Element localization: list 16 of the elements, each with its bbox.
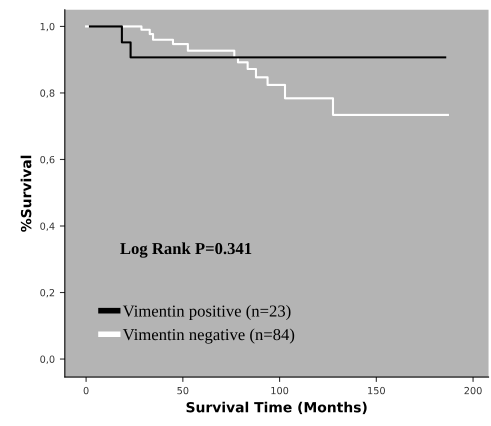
legend-label: Vimentin negative (n=84) — [122, 328, 294, 344]
y-tick-label: 0,4 — [40, 222, 55, 231]
annotation: Log Rank P=0.341 — [120, 242, 252, 258]
y-tick-label: 0,8 — [40, 89, 54, 98]
x-tick-label: 100 — [271, 386, 288, 394]
y-axis-title: %Survival — [20, 156, 32, 232]
x-tick-label: 50 — [177, 386, 188, 394]
x-axis-title: Survival Time (Months) — [186, 402, 367, 414]
y-tick-label: 0,2 — [40, 289, 54, 298]
legend-label: Vimentin positive (n=23) — [122, 304, 290, 320]
y-tick-label: 0,6 — [40, 156, 54, 164]
y-tick-label: 0,0 — [40, 356, 54, 364]
x-tick-label: 200 — [464, 386, 482, 394]
y-tick-label: 1,0 — [40, 22, 54, 32]
x-tick-label: 150 — [368, 386, 385, 394]
x-tick-label: 0 — [84, 386, 89, 394]
